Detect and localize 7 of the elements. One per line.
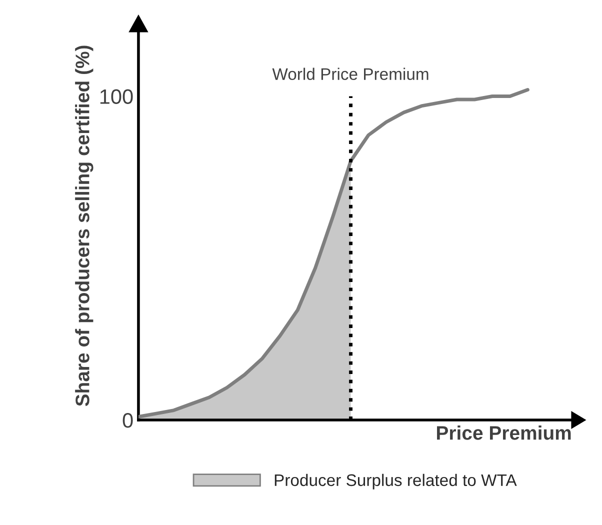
y-tick-label: 0	[122, 413, 133, 428]
line-series	[138, 88, 530, 418]
x-axis-title: Price Premium	[437, 426, 571, 440]
y-axis-title: Share of producers selling certified (%)	[75, 46, 94, 406]
legend-label: Producer Surplus related to WTA	[274, 474, 517, 490]
y-tick-label: 100	[100, 89, 133, 104]
annotation: World Price Premium	[272, 68, 428, 80]
